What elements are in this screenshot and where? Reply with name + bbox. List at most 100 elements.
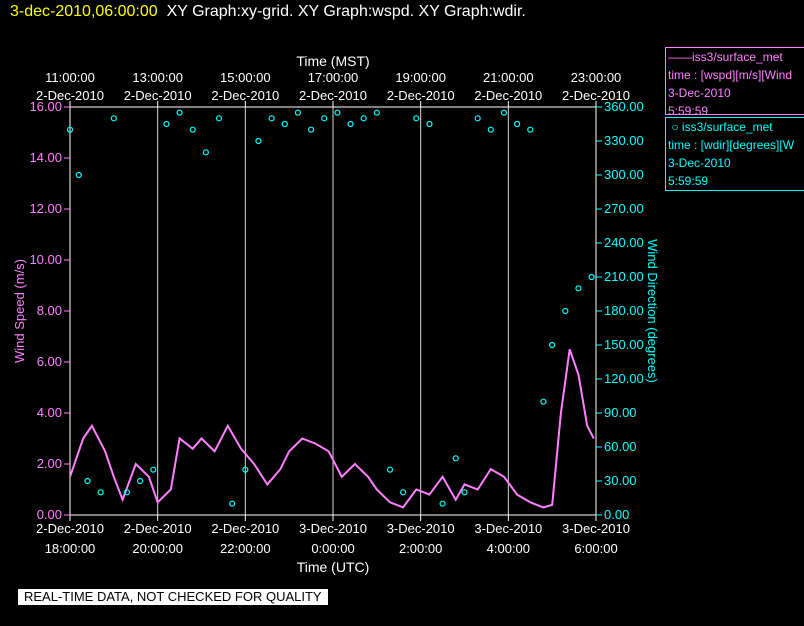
bottom-tick-time: 20:00:00 xyxy=(132,541,183,556)
bottom-tick-time: 22:00:00 xyxy=(220,541,271,556)
legend-wdir-source: iss3/surface_met xyxy=(681,120,773,134)
left-tick-label: 14.00 xyxy=(29,150,62,165)
top-tick-date: 2-Dec-2010 xyxy=(36,88,104,103)
top-tick-date: 2-Dec-2010 xyxy=(299,88,367,103)
bottom-tick-time: 4:00:00 xyxy=(487,541,530,556)
legend-wspd-date: 3-Dec-2010 xyxy=(668,86,731,100)
left-tick-label: 4.00 xyxy=(37,405,62,420)
wdir-point xyxy=(513,120,521,128)
graph-names: XY Graph:xy-grid. XY Graph:wspd. XY Grap… xyxy=(166,3,526,20)
right-tick-label: 60.00 xyxy=(604,439,637,454)
right-tick-label: 90.00 xyxy=(604,405,637,420)
right-tick-label: 210.00 xyxy=(604,269,644,284)
legend-line-icon: —— xyxy=(668,50,692,64)
right-axis-label: Wind Direction (degrees) xyxy=(645,239,660,383)
wdir-point xyxy=(268,115,275,122)
legend-wdir-time: 5:59:59 xyxy=(668,174,709,188)
bottom-tick-time: 18:00:00 xyxy=(45,541,96,556)
wdir-point xyxy=(487,126,494,133)
top-tick-time: 21:00:00 xyxy=(483,70,534,85)
legend-wdir-var: time : [wdir][degrees][W xyxy=(668,138,795,152)
wdir-point xyxy=(474,115,481,122)
wdir-point xyxy=(562,307,569,315)
wdir-point xyxy=(242,466,249,473)
top-tick-time: 15:00:00 xyxy=(220,70,271,85)
legend-wspd[interactable]: ——iss3/surface_met time : [wspd][m/s][Wi… xyxy=(665,47,804,115)
bottom-tick-date: 3-Dec-2010 xyxy=(562,521,630,536)
legend: —— iss3/surface_met time : [wspd][m/s][Wi… xyxy=(665,47,804,191)
wdir-point xyxy=(347,120,354,128)
legend-circle-icon: ○ xyxy=(668,120,682,134)
wdir-point xyxy=(549,341,556,349)
left-tick-label: 12.00 xyxy=(29,201,62,216)
right-tick-label: 300.00 xyxy=(604,167,644,182)
wdir-point xyxy=(215,115,223,122)
wdir-point xyxy=(97,489,104,496)
left-tick-label: 6.00 xyxy=(37,354,62,369)
top-tick-time: 13:00:00 xyxy=(132,70,183,85)
top-tick-date: 2-Dec-2010 xyxy=(124,88,192,103)
wdir-point xyxy=(400,489,407,496)
wdir-point xyxy=(439,500,446,507)
top-tick-time: 23:00:00 xyxy=(571,70,622,85)
legend-wdir-date: 3-Dec-2010 xyxy=(668,156,731,170)
bottom-tick-time: 2:00:00 xyxy=(399,541,442,556)
top-tick-date: 2-Dec-2010 xyxy=(474,88,542,103)
left-tick-label: 8.00 xyxy=(37,303,62,318)
wdir-point xyxy=(84,477,91,485)
wdir-point xyxy=(75,171,82,179)
bottom-axis-label: Time (UTC) xyxy=(297,559,370,575)
top-tick-date: 2-Dec-2010 xyxy=(562,88,630,103)
left-axis-label: Wind Speed (m/s) xyxy=(12,259,27,363)
wdir-point xyxy=(500,109,508,116)
wdir-point xyxy=(163,120,170,128)
top-tick-date: 2-Dec-2010 xyxy=(387,88,455,103)
wdir-point xyxy=(123,489,131,496)
wdir-point xyxy=(66,126,74,133)
bottom-tick-date: 2-Dec-2010 xyxy=(36,521,104,536)
bottom-tick-date: 2-Dec-2010 xyxy=(124,521,192,536)
wdir-point xyxy=(229,500,236,507)
top-tick-time: 11:00:00 xyxy=(45,70,95,85)
left-tick-label: 0.00 xyxy=(37,507,62,522)
wdir-point xyxy=(321,115,328,122)
wspd-series-line xyxy=(69,348,595,509)
bottom-tick-time: 6:00:00 xyxy=(574,541,617,556)
wdir-point xyxy=(137,477,144,485)
wdir-point xyxy=(110,115,117,122)
right-tick-label: 240.00 xyxy=(604,235,644,250)
bottom-tick-date: 3-Dec-2010 xyxy=(387,521,455,536)
legend-wspd-var: time : [wspd][m/s][Wind xyxy=(668,68,793,82)
wdir-point xyxy=(307,126,315,133)
right-tick-label: 30.00 xyxy=(604,473,637,488)
timestamp: 3-dec-2010,06:00:00 xyxy=(10,3,158,20)
header-title: 3-dec-2010,06:00:00 XY Graph:xy-grid. XY… xyxy=(10,3,526,21)
wdir-point xyxy=(386,466,394,473)
wdir-point xyxy=(413,115,420,122)
left-tick-label: 16.00 xyxy=(29,99,62,114)
wdir-point xyxy=(360,115,367,122)
right-tick-label: 120.00 xyxy=(604,371,644,386)
right-tick-label: 0.00 xyxy=(604,507,629,522)
left-tick-label: 10.00 xyxy=(29,252,62,267)
wdir-point xyxy=(373,109,380,116)
wdir-point xyxy=(189,126,196,133)
right-tick-label: 150.00 xyxy=(604,337,644,352)
wdir-point xyxy=(255,137,262,145)
top-tick-time: 17:00:00 xyxy=(308,70,359,85)
right-tick-label: 180.00 xyxy=(604,303,644,318)
wdir-point xyxy=(176,109,183,116)
bottom-tick-time: 0:00:00 xyxy=(311,541,354,556)
wdir-point xyxy=(294,109,302,116)
top-tick-date: 2-Dec-2010 xyxy=(211,88,279,103)
wdir-point xyxy=(575,285,582,292)
bottom-tick-date: 2-Dec-2010 xyxy=(211,521,279,536)
wdir-point xyxy=(527,126,534,133)
wdir-point xyxy=(426,120,433,128)
wdir-point xyxy=(540,398,547,405)
right-tick-label: 330.00 xyxy=(604,133,644,148)
legend-wdir[interactable]: ○ iss3/surface_met time : [wdir][degrees… xyxy=(665,117,804,191)
wdir-point xyxy=(202,149,209,156)
bottom-tick-date: 3-Dec-2010 xyxy=(299,521,367,536)
